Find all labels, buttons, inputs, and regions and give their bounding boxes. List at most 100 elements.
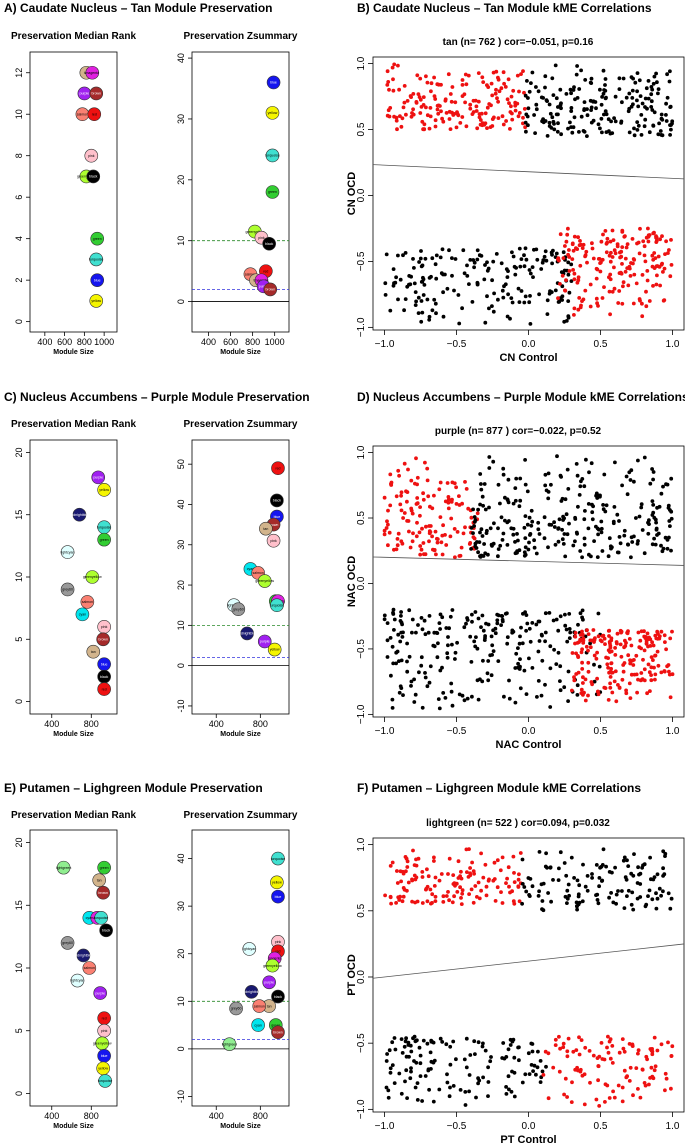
scatter-point [397, 1071, 402, 1076]
scatter-point [434, 311, 438, 316]
scatter-point [612, 679, 617, 684]
module-label: turquoise [94, 916, 108, 920]
scatter-point [496, 659, 501, 663]
scatter-point [429, 1059, 434, 1064]
scatter-point [500, 901, 505, 905]
scatter-point [451, 113, 456, 117]
scatter-point [534, 85, 538, 89]
scatter-point [437, 878, 442, 883]
scatter-point [600, 879, 604, 883]
scatter-point [589, 76, 594, 81]
scatter-point [577, 1052, 582, 1057]
scatter-point [479, 527, 484, 532]
scatter-point [491, 541, 496, 546]
scatter-point [435, 107, 440, 112]
scatter-point [649, 92, 654, 97]
scatter-point [496, 482, 501, 487]
module-point-yellow [265, 106, 280, 120]
scatter-point [414, 630, 418, 635]
scatter-point [532, 113, 536, 117]
scatter-point [593, 636, 597, 640]
scatter-point [601, 91, 606, 96]
scatter-point [639, 505, 644, 510]
scatter-point [539, 267, 544, 271]
scatter-point [619, 654, 624, 659]
scatter-point [535, 1065, 540, 1070]
scatter-point [582, 517, 587, 522]
scatter-point [556, 539, 561, 544]
module-label: midnightblue [237, 632, 257, 636]
scatter-point [631, 907, 636, 912]
scatter-point [513, 103, 518, 108]
scatter-point [629, 902, 634, 907]
x-tick-label: 0.0 [522, 726, 536, 737]
scatter-point [421, 541, 426, 545]
scatter-point [422, 552, 426, 557]
y-tick-label: 10 [14, 109, 24, 119]
scatter-point [590, 502, 594, 507]
scatter-point [509, 1089, 514, 1094]
module-label: blue [101, 662, 108, 666]
scatter-point [610, 255, 615, 259]
x-tick-label: 1000 [265, 337, 285, 347]
scatter-point [635, 541, 640, 546]
scatter-point [408, 545, 413, 550]
module-label: yellow [99, 488, 109, 492]
scatter-point [446, 890, 450, 894]
scatter-point [584, 249, 589, 254]
scatter-point [492, 860, 497, 865]
scatter-point [448, 534, 453, 539]
scatter-point [417, 260, 421, 264]
y-tick-label: 0.0 [356, 188, 367, 202]
scatter-point [425, 884, 430, 889]
scatter-point [386, 108, 391, 113]
scatter-point [523, 514, 528, 518]
scatter-point [669, 263, 674, 267]
module-point-brown [89, 86, 104, 101]
scatter-point [501, 472, 506, 477]
scatter-point [638, 1095, 643, 1100]
scatter-point [566, 315, 571, 320]
scatter-point [524, 613, 529, 617]
scatter-point [579, 114, 584, 119]
scatter-point [511, 532, 516, 537]
scatter-point [574, 900, 579, 905]
module-label: grey60 [231, 1007, 242, 1011]
scatter-point [419, 280, 424, 284]
scatter-point [652, 110, 657, 115]
scatter-point [668, 274, 673, 279]
scatter-point [574, 72, 579, 77]
scatter-point [654, 238, 659, 243]
scatter-point [460, 501, 464, 506]
scatter-point [389, 482, 393, 486]
scatter-point [627, 470, 632, 475]
scatter-point [656, 91, 660, 96]
scatter-point [496, 526, 500, 531]
scatter-point [553, 1043, 558, 1047]
scatter-point [644, 641, 649, 645]
scatter-point [411, 107, 415, 112]
x-tick-label: 800 [253, 719, 268, 729]
scatter-point [443, 533, 447, 537]
module-point-grey60 [231, 602, 246, 617]
scatter-point [503, 282, 508, 287]
scatter-point [394, 118, 399, 123]
scatter-point [386, 508, 390, 513]
scatter-point [655, 872, 660, 877]
module-point-lightgreen [222, 1037, 237, 1051]
scatter-point [396, 632, 401, 637]
scatter-point [536, 520, 541, 525]
scatter-point [577, 900, 582, 905]
scatter-point [392, 547, 396, 552]
scatter-point [606, 117, 611, 122]
scatter-point [645, 269, 650, 273]
scatter-point [649, 678, 654, 683]
scatter-point [572, 271, 577, 276]
x-tick-label: 1.0 [666, 339, 680, 350]
scatter-point [501, 295, 506, 300]
scatter-point [541, 881, 546, 886]
scatter-point [667, 519, 672, 523]
scatter-point [405, 659, 409, 664]
scatter-point [513, 272, 518, 277]
scatter-point [547, 102, 552, 107]
